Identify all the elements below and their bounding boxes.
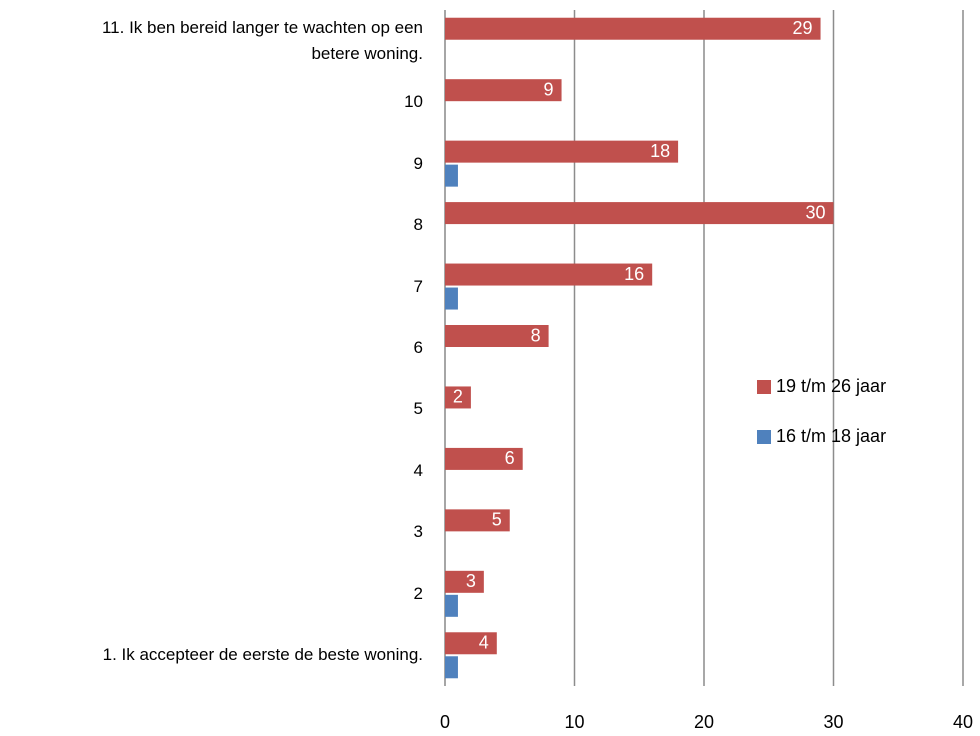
data-label: 16	[624, 264, 644, 284]
bar	[445, 263, 653, 286]
data-label: 30	[805, 202, 825, 222]
data-label: 8	[531, 325, 541, 345]
x-tick-label: 0	[440, 712, 450, 732]
bar	[445, 325, 549, 347]
y-tick-label: 11. Ik ben bereid langer te wachten op e…	[101, 17, 423, 63]
x-tick-label: 10	[564, 712, 584, 732]
y-tick-label: 4	[413, 460, 423, 480]
legend-label: 19 t/m 26 jaar	[776, 376, 886, 396]
bar	[445, 140, 679, 163]
bar	[445, 202, 834, 225]
bar	[445, 570, 484, 593]
bar	[445, 656, 458, 679]
data-label: 18	[650, 141, 670, 161]
data-label: 9	[544, 79, 554, 99]
y-tick-label: 3	[413, 522, 423, 542]
bar	[445, 287, 458, 310]
bar	[445, 17, 821, 40]
x-tick-label: 30	[823, 712, 843, 732]
data-label: 2	[453, 387, 463, 407]
bar	[445, 79, 562, 102]
legend-label: 16 t/m 18 jaar	[776, 426, 886, 446]
data-label: 29	[793, 18, 813, 38]
bar	[445, 164, 458, 187]
data-label: 5	[492, 510, 502, 530]
bar	[445, 509, 510, 532]
y-tick-label: 7	[413, 276, 423, 296]
y-tick-label: 1. Ik accepteer de eerste de beste wonin…	[102, 645, 423, 665]
legend-marker	[757, 380, 771, 394]
bar	[445, 386, 471, 409]
bar	[445, 594, 458, 617]
data-label: 6	[505, 448, 515, 468]
bar	[445, 447, 523, 470]
legend-marker	[757, 430, 771, 444]
data-label: 3	[466, 571, 476, 591]
x-tick-label: 40	[953, 712, 973, 732]
x-tick-label: 20	[694, 712, 714, 732]
y-tick-label: 6	[413, 338, 423, 357]
y-tick-label: 10	[404, 92, 423, 112]
data-label: 4	[479, 633, 489, 653]
y-tick-label: 9	[413, 153, 423, 173]
y-tick-label: 2	[413, 583, 423, 603]
y-tick-label: 8	[413, 215, 423, 235]
y-tick-label: 5	[413, 399, 423, 419]
bar	[445, 632, 497, 655]
